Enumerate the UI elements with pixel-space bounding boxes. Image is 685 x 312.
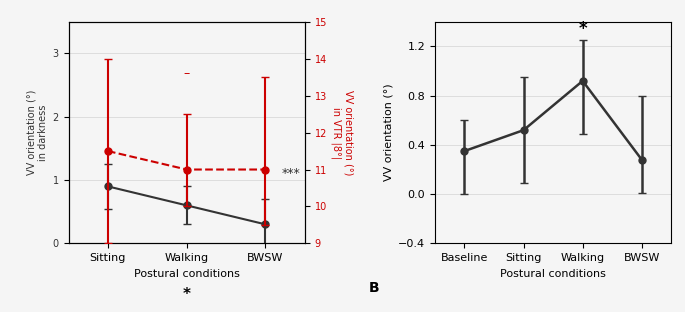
Y-axis label: VV orientation (°)
in VTR |8°|: VV orientation (°) in VTR |8°| xyxy=(331,90,353,175)
Text: *: * xyxy=(578,20,587,38)
Text: *: * xyxy=(183,287,190,302)
X-axis label: Postural conditions: Postural conditions xyxy=(500,269,606,279)
Y-axis label: VV orientation (°)
in darkness: VV orientation (°) in darkness xyxy=(27,90,49,175)
Text: ***: *** xyxy=(282,167,300,180)
Text: –: – xyxy=(184,67,190,80)
X-axis label: Postural conditions: Postural conditions xyxy=(134,269,240,279)
Legend: In VTR, In darkness: In VTR, In darkness xyxy=(563,22,666,56)
Text: B: B xyxy=(369,281,379,295)
Y-axis label: VV orientation (°): VV orientation (°) xyxy=(384,84,394,181)
